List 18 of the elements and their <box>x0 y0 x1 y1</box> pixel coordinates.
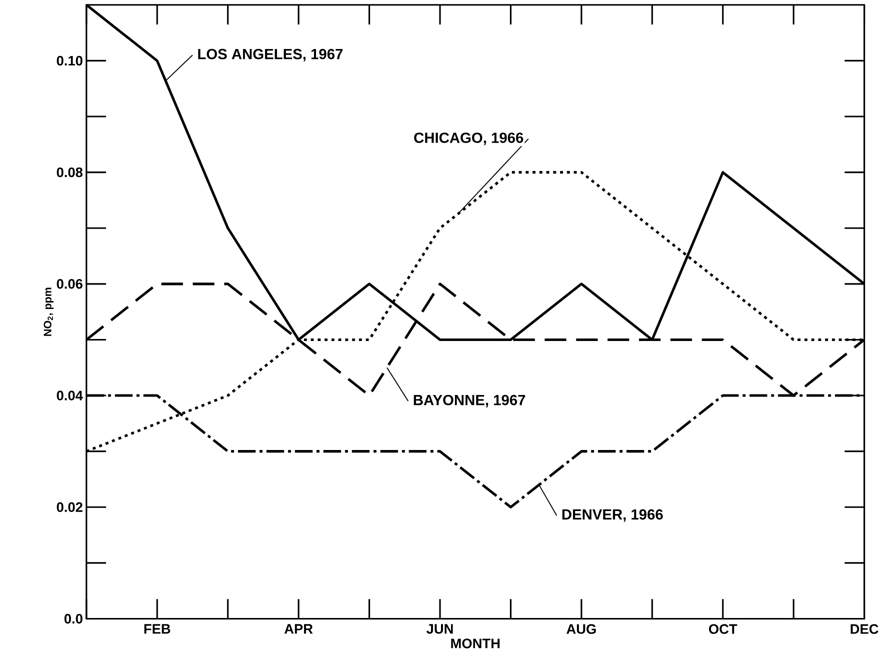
y-tick-label: 0.10 <box>56 56 82 66</box>
y-tick-label: 0.06 <box>56 279 82 289</box>
y-tick-label: 0.0 <box>64 614 82 624</box>
x-tick-label: AUG <box>566 624 596 634</box>
x-tick-label: APR <box>284 624 313 634</box>
text: DENVER, 1966 <box>562 509 663 522</box>
text: BAYONNE, 1967 <box>414 394 526 408</box>
x-axis-title: MONTH <box>451 638 500 648</box>
y-tick-label: 0.04 <box>56 390 83 400</box>
x-tick-label: JUN <box>426 624 453 634</box>
y-tick-label: 0.08 <box>56 168 83 178</box>
x-tick-label: DEC <box>850 624 878 634</box>
text: LOS ANGELES, 1967 <box>198 48 343 62</box>
y-axis-title: NO$_{2}$, ppm <box>44 288 54 336</box>
x-tick-label: OCT <box>708 624 738 634</box>
y-tick-label: 0.02 <box>56 502 82 512</box>
series-label: CHICAGO, 1966 <box>414 132 524 146</box>
x-tick-label: FEB <box>144 624 170 634</box>
